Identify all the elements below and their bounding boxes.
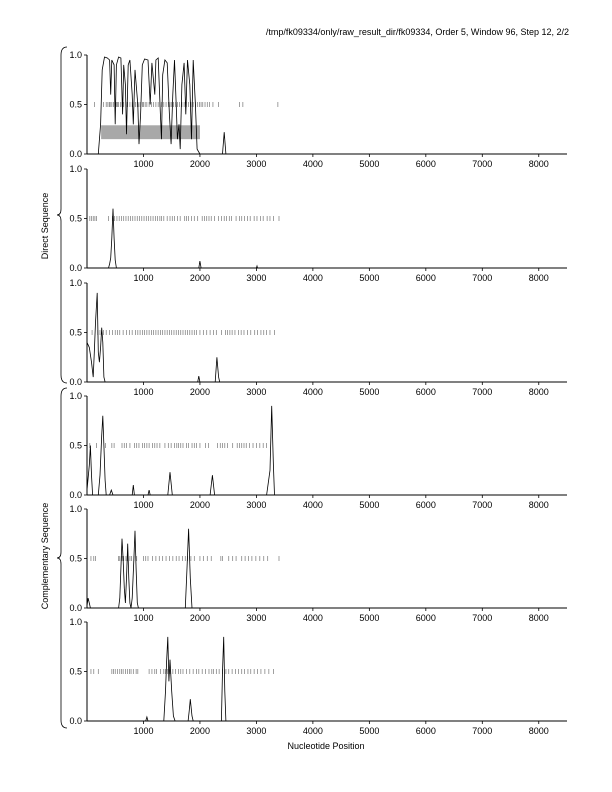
x-tick-label: 7000 (472, 726, 492, 736)
panel-3: 0.0 0.5 1.0 1000 2000 3000 4000 5000 6000 7000 800… (69, 278, 567, 397)
marker-rug (89, 216, 280, 221)
x-tick-label: 1000 (133, 159, 153, 169)
y-tick-label: 0.5 (69, 554, 82, 564)
x-tick-label: 2000 (190, 726, 210, 736)
y-tick-label: 1.0 (69, 50, 82, 60)
marker-rug (91, 330, 275, 335)
x-tick-label: 1000 (133, 500, 153, 510)
y-tick-label: 1.0 (69, 391, 82, 401)
x-tick-label: 3000 (246, 159, 266, 169)
marker-rug (90, 669, 274, 674)
x-tick-label: 4000 (303, 613, 323, 623)
x-tick-label: 5000 (359, 500, 379, 510)
y-tick-label: 0.0 (69, 263, 82, 273)
marker-rug (90, 556, 280, 561)
x-tick-label: 7000 (472, 273, 492, 283)
x-tick-label: 1000 (133, 273, 153, 283)
x-tick-label: 4000 (303, 159, 323, 169)
x-tick-label: 4000 (303, 500, 323, 510)
group-bracket (56, 387, 68, 729)
x-tick-label: 6000 (416, 500, 436, 510)
y-tick-label: 0.5 (69, 328, 82, 338)
y-tick-label: 1.0 (69, 164, 82, 174)
x-tick-label: 8000 (529, 387, 549, 397)
y-tick-label: 0.0 (69, 716, 82, 726)
x-tick-label: 2000 (190, 500, 210, 510)
x-tick-label: 2000 (190, 273, 210, 283)
highlight-region (101, 125, 200, 140)
x-tick-label: 6000 (416, 159, 436, 169)
y-tick-label: 0.0 (69, 603, 82, 613)
panel-1: 0.0 0.5 1.0 1000 2000 3000 4000 5000 6000 7000 800… (69, 50, 567, 169)
x-tick-label: 2000 (190, 387, 210, 397)
series-line (86, 405, 567, 496)
complementary-sequence-label: Complementary Sequence (40, 502, 50, 610)
x-tick-label: 8000 (529, 273, 549, 283)
series-line (86, 528, 567, 609)
x-tick-label: 8000 (529, 726, 549, 736)
x-tick-label: 5000 (359, 387, 379, 397)
x-tick-label: 7000 (472, 500, 492, 510)
panel-2: 0.0 0.5 1.0 1000 2000 3000 4000 5000 6000 7000 800… (69, 164, 567, 283)
x-tick-label: 1000 (133, 387, 153, 397)
x-tick-label: 5000 (359, 726, 379, 736)
x-tick-label: 3000 (246, 726, 266, 736)
page-title: /tmp/fk09334/only/raw_result_dir/fk09334… (265, 27, 569, 37)
x-tick-label: 5000 (359, 273, 379, 283)
y-tick-label: 0.5 (69, 214, 82, 224)
x-tick-label: 6000 (416, 273, 436, 283)
x-tick-label: 5000 (359, 613, 379, 623)
x-tick-label: 1000 (133, 613, 153, 623)
x-axis-label: Nucleotide Position (287, 741, 365, 751)
x-tick-label: 3000 (246, 613, 266, 623)
x-tick-label: 6000 (416, 726, 436, 736)
x-tick-label: 3000 (246, 273, 266, 283)
series-line (87, 56, 567, 155)
x-tick-label: 1000 (133, 726, 153, 736)
direct-sequence-label: Direct Sequence (40, 192, 50, 260)
x-tick-label: 6000 (416, 387, 436, 397)
x-tick-label: 4000 (303, 273, 323, 283)
x-tick-label: 6000 (416, 613, 436, 623)
group-bracket (56, 46, 68, 384)
x-tick-label: 3000 (246, 387, 266, 397)
y-tick-label: 0.5 (69, 100, 82, 110)
y-tick-label: 0.0 (69, 490, 82, 500)
x-tick-label: 7000 (472, 387, 492, 397)
y-tick-label: 0.5 (69, 667, 82, 677)
y-tick-label: 0.0 (69, 149, 82, 159)
series-line (86, 292, 567, 383)
panel-6: 0.0 0.5 1.0 1000 2000 3000 4000 5000 6000 7000 800… (69, 617, 567, 736)
panel-4: 0.0 0.5 1.0 1000 2000 3000 4000 5000 6000 7000 800… (69, 391, 567, 510)
panel-5: 0.0 0.5 1.0 1000 2000 3000 4000 5000 6000 7000 800… (69, 504, 567, 623)
x-tick-label: 8000 (529, 613, 549, 623)
y-tick-label: 0.0 (69, 377, 82, 387)
x-tick-label: 8000 (529, 500, 549, 510)
y-tick-label: 1.0 (69, 617, 82, 627)
series-line (87, 208, 567, 269)
x-tick-label: 5000 (359, 159, 379, 169)
x-tick-label: 7000 (472, 159, 492, 169)
series-line (87, 636, 567, 722)
x-tick-label: 4000 (303, 387, 323, 397)
y-tick-label: 0.5 (69, 441, 82, 451)
chart-panels: 0.0 0.5 1.0 1000 2000 3000 4000 5000 6000 7000 800… (69, 50, 567, 736)
x-tick-label: 7000 (472, 613, 492, 623)
x-tick-label: 4000 (303, 726, 323, 736)
x-tick-label: 2000 (190, 613, 210, 623)
group-brackets (56, 46, 68, 729)
y-tick-label: 1.0 (69, 278, 82, 288)
x-tick-label: 2000 (190, 159, 210, 169)
x-tick-label: 8000 (529, 159, 549, 169)
marker-rug (89, 443, 267, 448)
x-tick-label: 3000 (246, 500, 266, 510)
y-tick-label: 1.0 (69, 504, 82, 514)
